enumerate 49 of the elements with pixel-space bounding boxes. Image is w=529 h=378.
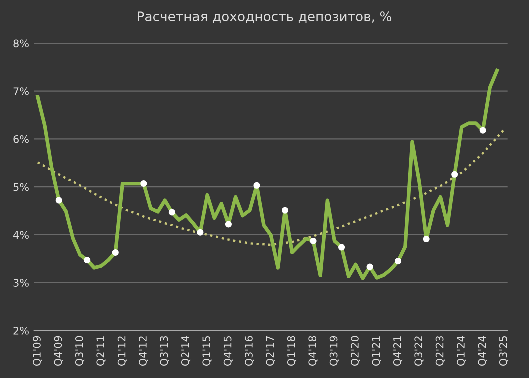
x-tick-label: Q3'25 [499, 336, 509, 366]
x-tick-label: Q4'24 [478, 336, 488, 366]
y-tick-label: 8% [14, 40, 29, 48]
x-tick-label: Q2'11 [96, 336, 106, 366]
x-tick-label: Q3'10 [75, 336, 85, 366]
point [452, 171, 458, 178]
chart-title: Расчетная доходность депозитов, % [138, 12, 392, 24]
point [254, 182, 260, 189]
x-tick-label: Q4'21 [393, 336, 403, 366]
point [168, 209, 176, 216]
x-tick-label: Q2'14 [181, 336, 191, 366]
y-tick-label: 5% [14, 183, 29, 192]
x-tick-label: Q1'24 [457, 336, 466, 366]
point [225, 221, 232, 228]
x-tick-label: Q2'20 [351, 336, 360, 366]
line-series [36, 128, 506, 246]
point [480, 127, 486, 134]
point [84, 257, 91, 264]
x-tick-label: Q1'15 [202, 336, 212, 366]
x-tick-label: Q4'09 [54, 336, 64, 366]
x-tick-label: Q3'13 [160, 336, 170, 366]
point [282, 207, 289, 214]
x-tick-label: Q2'23 [436, 336, 445, 366]
point [310, 238, 317, 244]
point [338, 244, 346, 251]
x-tick-label: Q1'12 [118, 336, 127, 366]
point [56, 197, 62, 204]
x-tick-label: Q1'21 [372, 336, 382, 366]
x-tick-label: Q4'15 [224, 336, 233, 366]
y-tick-label: 3% [14, 279, 29, 287]
x-tick-label: Q3'22 [414, 336, 424, 366]
x-tick-label: Q4'18 [308, 336, 318, 366]
x-tick-label: Q2'17 [266, 336, 276, 366]
y-tick-label: 2% [14, 326, 29, 335]
point [395, 258, 402, 265]
point [197, 229, 204, 236]
y-tick-label: 4% [14, 231, 29, 240]
x-tick-label: Q3'19 [330, 336, 339, 366]
point [366, 264, 374, 270]
point [112, 249, 119, 256]
point [140, 180, 148, 188]
x-tick-label: Q1'09 [33, 336, 42, 366]
x-tick-label: Q1'18 [287, 336, 297, 366]
x-tick-label: Q4'12 [139, 336, 148, 366]
y-tick-label: 7% [14, 88, 29, 96]
x-tick-label: Q3'16 [245, 336, 254, 366]
y-tick-label: 6% [14, 135, 29, 144]
line-series [36, 68, 500, 280]
point [423, 236, 430, 243]
